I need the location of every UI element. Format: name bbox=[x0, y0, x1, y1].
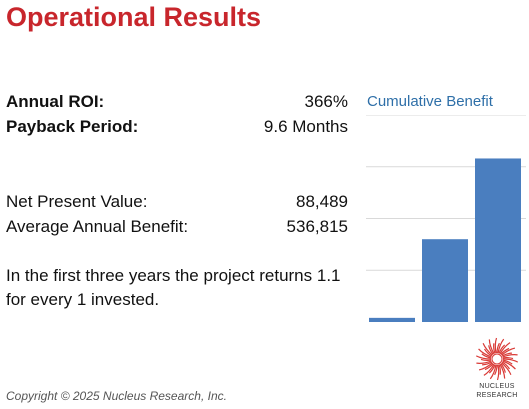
summary-text: In the first three years the project ret… bbox=[6, 266, 341, 309]
payback-period-label: Payback Period: bbox=[6, 117, 139, 136]
chart-title: Cumulative Benefit bbox=[367, 93, 493, 110]
annual-roi-value: 366% bbox=[304, 92, 348, 111]
logo-text-research: RESEARCH bbox=[476, 392, 518, 399]
annual-roi-label: Annual ROI: bbox=[6, 92, 105, 111]
logo-text-nucleus: NUCLEUS bbox=[479, 383, 515, 390]
nucleus-research-logo: NUCLEUS RESEARCH bbox=[470, 336, 524, 402]
page-title: Operational Results bbox=[6, 2, 262, 32]
chart-bar bbox=[422, 239, 468, 322]
npv-value: 88,489 bbox=[296, 192, 348, 211]
sunburst-logo-icon bbox=[475, 337, 519, 381]
npv-row: Net Present Value: 88,489 bbox=[6, 192, 348, 212]
cumulative-benefit-chart bbox=[366, 115, 526, 322]
npv-label: Net Present Value: bbox=[6, 192, 148, 211]
average-annual-benefit-value: 536,815 bbox=[286, 217, 348, 236]
copyright-notice: Copyright © 2025 Nucleus Research, Inc. bbox=[6, 389, 227, 403]
average-annual-benefit-row: Average Annual Benefit: 536,815 bbox=[6, 217, 348, 237]
chart-bar bbox=[475, 158, 521, 322]
chart-bar bbox=[369, 317, 415, 322]
payback-period-row: Payback Period: 9.6 Months bbox=[6, 117, 348, 137]
payback-period-value: 9.6 Months bbox=[263, 117, 348, 136]
average-annual-benefit-label: Average Annual Benefit: bbox=[6, 217, 189, 236]
annual-roi-row: Annual ROI: 366% bbox=[6, 92, 348, 112]
